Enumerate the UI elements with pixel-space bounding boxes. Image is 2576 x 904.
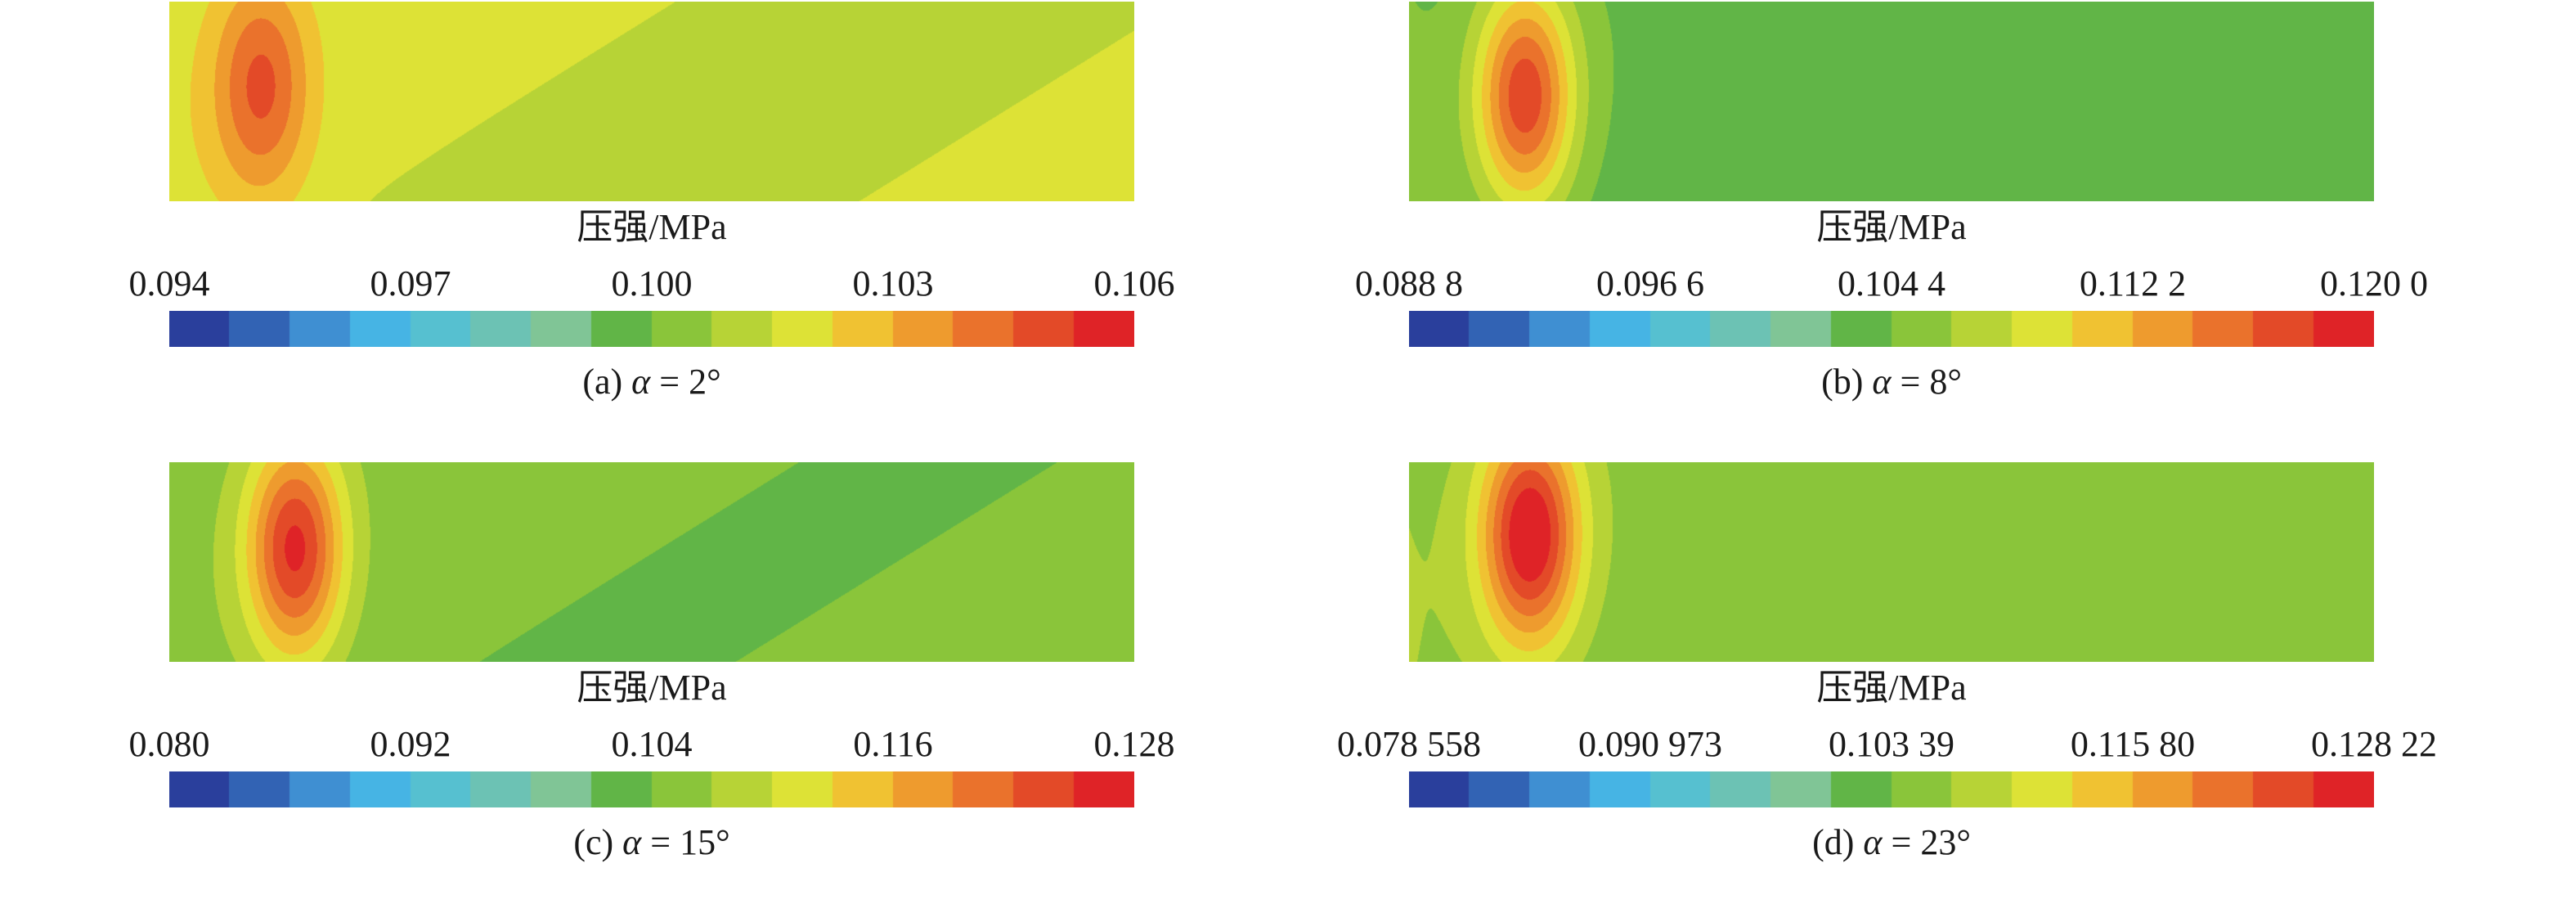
colorbar-tick-label: 0.104 4 xyxy=(1838,263,1945,304)
colorbar-title: 压强/MPa xyxy=(1816,207,1967,247)
colorbar-tick-label: 0.120 0 xyxy=(2320,263,2428,304)
colorbar-tick-label: 0.112 2 xyxy=(2079,263,2187,304)
panel-c: 压强/MPa 0.080 0.092 0.104 0.116 0.128 (c)… xyxy=(129,462,1175,904)
colorbar-title: 压强/MPa xyxy=(1816,668,1967,708)
caption-alpha-symbol: α xyxy=(1863,822,1883,862)
caption-alpha-symbol: α xyxy=(622,822,642,862)
colorbar-tick-label: 0.103 xyxy=(852,263,934,304)
caption-label: (c) xyxy=(573,822,614,862)
colorbar-tick-label: 0.128 xyxy=(1093,724,1175,764)
colorbar-ticks: 0.094 0.097 0.100 0.103 0.106 xyxy=(129,263,1175,304)
colorbar-tick-label: 0.080 xyxy=(128,724,210,764)
panel-caption: (d) α = 23° xyxy=(1409,822,2374,863)
colorbar-tick-label: 0.106 xyxy=(1093,263,1175,304)
panel-caption: (c) α = 15° xyxy=(169,822,1134,863)
caption-alpha-value: = 15° xyxy=(650,822,730,862)
pressure-contour-plot xyxy=(1409,2,2374,201)
panel-caption: (b) α = 8° xyxy=(1409,362,2374,403)
pressure-contour-plot xyxy=(169,462,1134,662)
colorbar xyxy=(169,311,1134,347)
colorbar-title: 压强/MPa xyxy=(577,207,727,247)
colorbar xyxy=(1409,311,2374,347)
caption-label: (d) xyxy=(1812,822,1855,862)
caption-label: (a) xyxy=(582,362,623,402)
caption-alpha-value: = 2° xyxy=(659,362,721,402)
colorbar-tick-label: 0.116 xyxy=(853,724,933,764)
panel-caption: (a) α = 2° xyxy=(169,362,1134,403)
caption-alpha-symbol: α xyxy=(1872,362,1892,402)
colorbar-tick-label: 0.096 6 xyxy=(1596,263,1704,304)
colorbar-tick-label: 0.088 8 xyxy=(1355,263,1463,304)
pressure-contour-plot xyxy=(169,2,1134,201)
caption-label: (b) xyxy=(1821,362,1864,402)
panel-d: 压强/MPa 0.078 558 0.090 973 0.103 39 0.11… xyxy=(1337,462,2437,904)
colorbar-tick-label: 0.115 80 xyxy=(2070,724,2196,764)
caption-alpha-symbol: α xyxy=(631,362,651,402)
colorbar-tick-label: 0.078 558 xyxy=(1337,724,1481,764)
colorbar xyxy=(1409,771,2374,807)
colorbar-tick-label: 0.128 22 xyxy=(2311,724,2437,764)
colorbar-ticks: 0.078 558 0.090 973 0.103 39 0.115 80 0.… xyxy=(1337,724,2437,765)
colorbar-tick-label: 0.103 39 xyxy=(1829,724,1954,764)
panel-b: 压强/MPa 0.088 8 0.096 6 0.104 4 0.112 2 0… xyxy=(1355,2,2428,443)
colorbar-tick-label: 0.097 xyxy=(370,263,451,304)
colorbar-tick-label: 0.100 xyxy=(611,263,693,304)
pressure-contour-plot xyxy=(1409,462,2374,662)
colorbar xyxy=(169,771,1134,807)
colorbar-title: 压强/MPa xyxy=(577,668,727,708)
caption-alpha-value: = 23° xyxy=(1891,822,1971,862)
colorbar-ticks: 0.080 0.092 0.104 0.116 0.128 xyxy=(129,724,1175,765)
colorbar-tick-label: 0.094 xyxy=(128,263,210,304)
caption-alpha-value: = 8° xyxy=(1900,362,1962,402)
panel-a: 压强/MPa 0.094 0.097 0.100 0.103 0.106 (a)… xyxy=(129,2,1175,443)
colorbar-ticks: 0.088 8 0.096 6 0.104 4 0.112 2 0.120 0 xyxy=(1355,263,2428,304)
colorbar-tick-label: 0.104 xyxy=(611,724,693,764)
colorbar-tick-label: 0.090 973 xyxy=(1578,724,1722,764)
colorbar-tick-label: 0.092 xyxy=(370,724,451,764)
